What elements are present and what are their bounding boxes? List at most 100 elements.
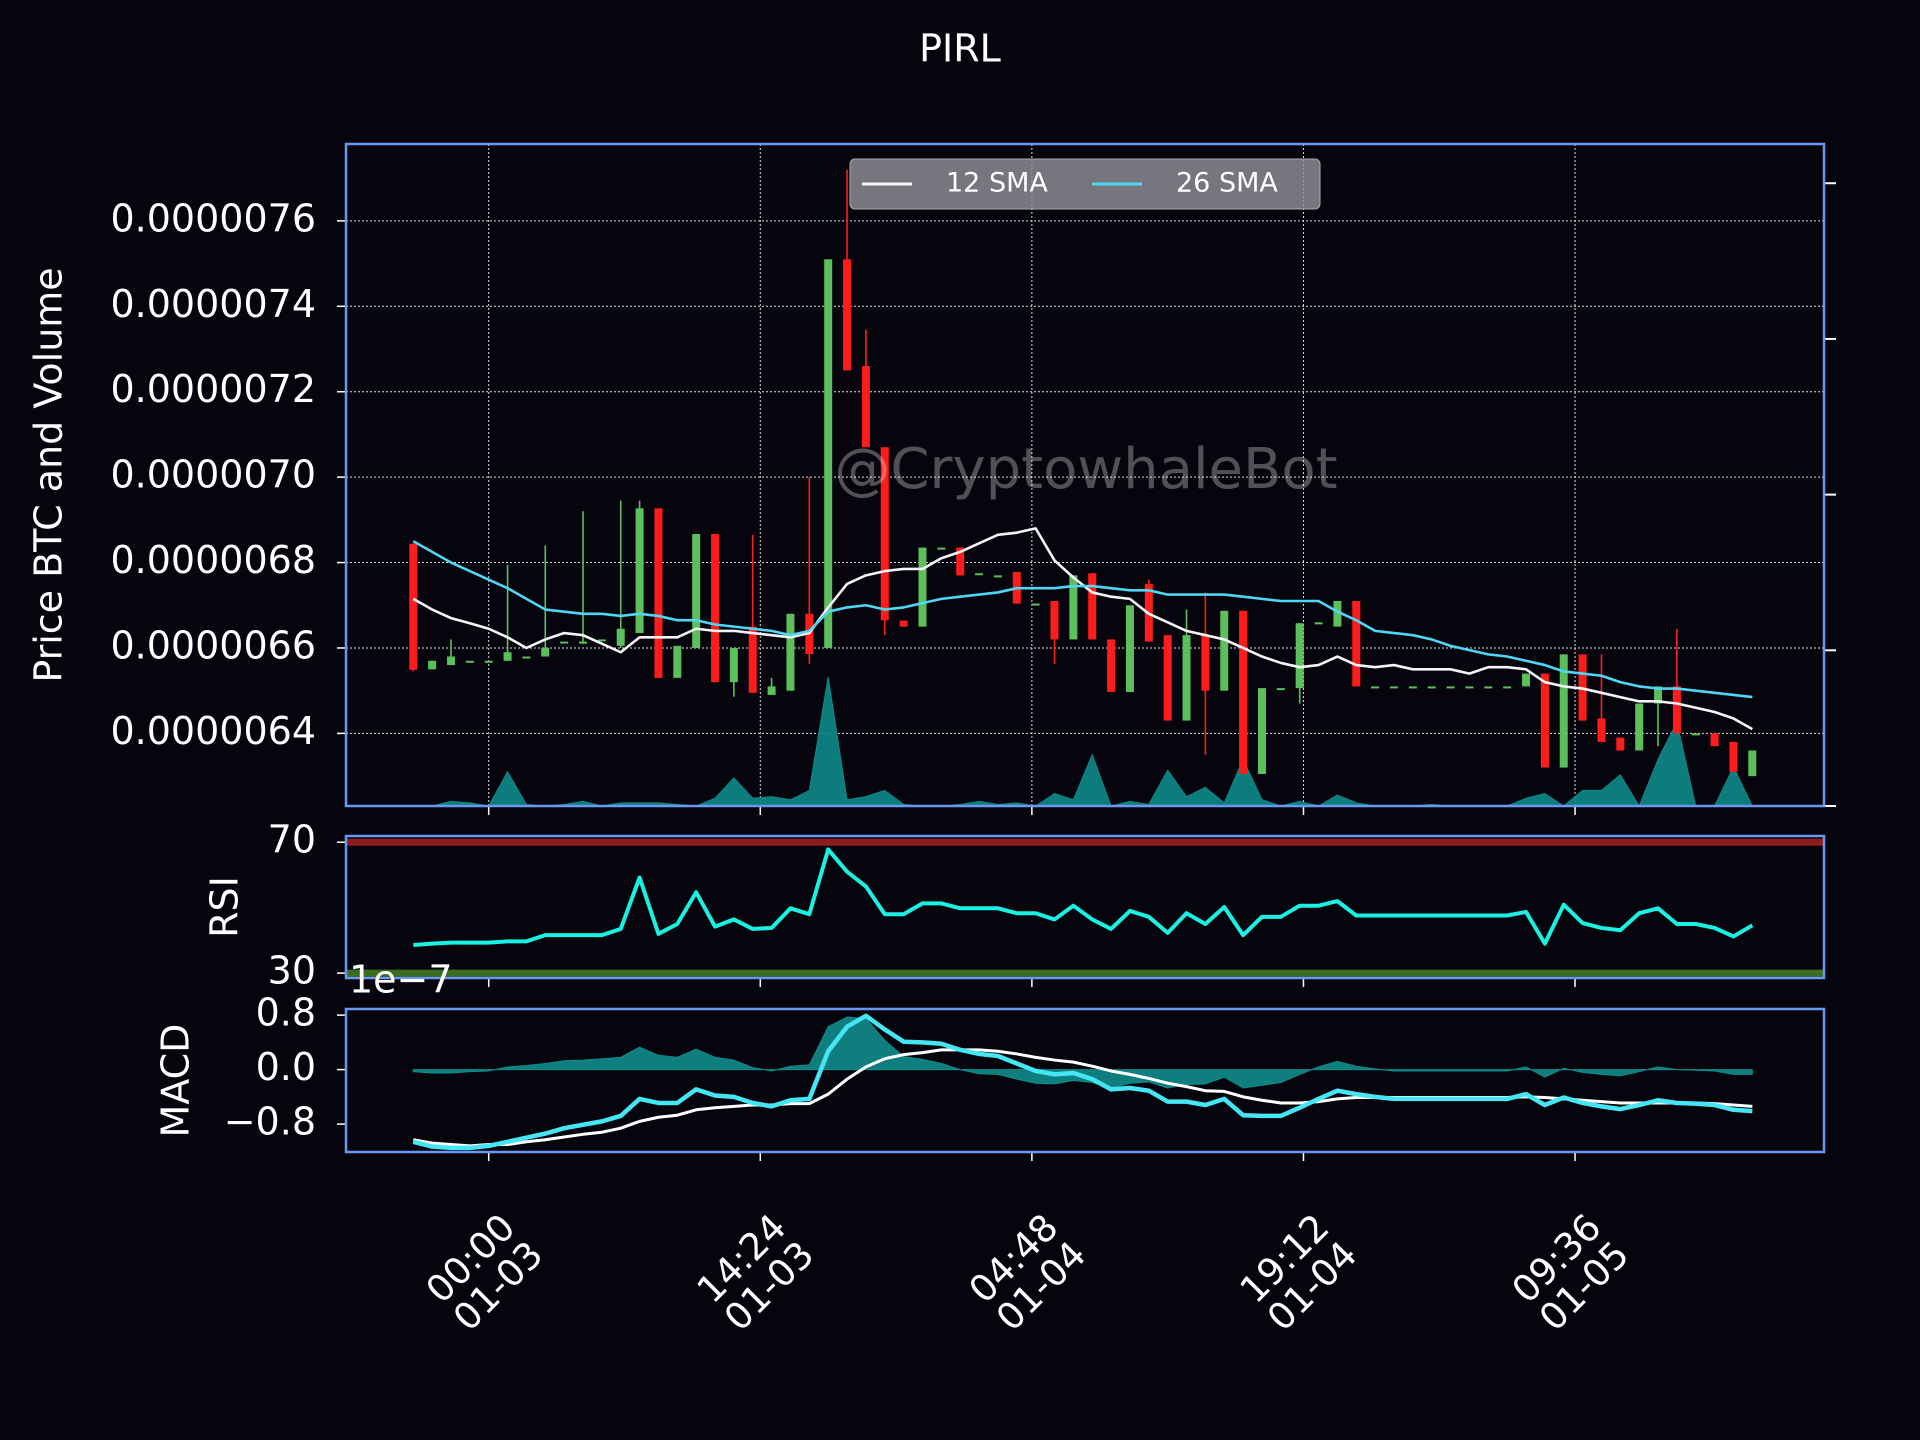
candle-body xyxy=(1503,686,1512,689)
offset-label: 1e−7 xyxy=(349,958,453,1002)
line xyxy=(413,847,1754,947)
candle-body xyxy=(1069,575,1078,640)
candle-body xyxy=(428,660,437,670)
candle-body xyxy=(1314,622,1323,625)
candle-body xyxy=(786,613,795,691)
y-tick-label: −0.8 xyxy=(224,1100,316,1144)
y-axis-label: Price BTC and Volume xyxy=(27,267,71,682)
candle-body xyxy=(1654,686,1663,704)
candle-body xyxy=(503,652,512,661)
candle-body xyxy=(1559,654,1568,768)
candle-body xyxy=(522,656,531,659)
y-tick-label: 0.0000076 xyxy=(111,196,317,240)
candle-body xyxy=(692,533,701,648)
watermark: @CryptowhaleBot xyxy=(834,437,1337,502)
candle-body xyxy=(654,508,663,678)
candle-body xyxy=(975,573,984,576)
candle-body xyxy=(1371,686,1380,689)
candle-body xyxy=(635,508,644,634)
candle-body xyxy=(579,641,588,644)
candle-body xyxy=(1163,635,1172,721)
y-tick-label: 0.0000068 xyxy=(111,538,317,582)
candle-body xyxy=(1257,688,1266,774)
candle-body xyxy=(1408,686,1417,689)
candle-body xyxy=(1748,750,1757,777)
y-tick-label: 0.0000066 xyxy=(111,623,317,667)
candle-body xyxy=(1220,610,1229,691)
panel-border xyxy=(344,834,1826,980)
y-tick-label: 0.0000074 xyxy=(111,282,317,326)
candle-body xyxy=(1729,741,1738,772)
candle-body xyxy=(446,656,455,666)
candle-body xyxy=(1710,733,1719,747)
y-tick-label: 0.8 xyxy=(256,991,316,1035)
candle-body xyxy=(560,641,569,644)
candle-body xyxy=(1182,635,1191,721)
candle-body xyxy=(1088,573,1097,640)
candle-body xyxy=(1522,673,1531,687)
y-axis-label: RSI xyxy=(203,876,247,938)
candle-body xyxy=(1125,605,1134,692)
candle-body xyxy=(1031,603,1040,606)
candle-body xyxy=(1201,635,1210,691)
y-tick-label: 0.0000064 xyxy=(111,709,317,753)
candle-body xyxy=(1484,686,1493,689)
candle-body xyxy=(993,575,1002,578)
candle-body xyxy=(1295,623,1304,689)
candle-body xyxy=(1333,600,1342,627)
candle-body xyxy=(711,533,720,683)
candle-body xyxy=(1276,688,1285,691)
candle-body xyxy=(1446,686,1455,689)
chart-title: PIRL xyxy=(919,27,1001,71)
legend-label: 26 SMA xyxy=(1176,168,1278,199)
candle-body xyxy=(880,447,889,621)
candle-body xyxy=(918,547,927,627)
candle-body xyxy=(1691,733,1700,736)
line xyxy=(412,1013,1753,1151)
candle-body xyxy=(1352,600,1361,687)
candle-body xyxy=(1427,686,1436,689)
candle-body xyxy=(1597,718,1606,742)
candle-body xyxy=(409,543,418,670)
candle-body xyxy=(748,626,757,693)
y-axis-label: MACD xyxy=(154,1024,198,1138)
candle-body xyxy=(767,686,776,695)
candle-body xyxy=(899,620,908,627)
y-tick-label: 70 xyxy=(268,818,316,862)
candle-body xyxy=(956,547,965,576)
candle-body xyxy=(597,639,606,642)
y-tick-label: 30 xyxy=(268,949,316,993)
candle-body xyxy=(1239,610,1248,774)
candle-body xyxy=(1107,639,1116,692)
panel-border xyxy=(344,142,1826,808)
candle-body xyxy=(861,366,870,448)
candle-body xyxy=(1389,686,1398,689)
candle-body xyxy=(937,547,946,550)
legend-label: 12 SMA xyxy=(946,168,1048,199)
y-tick-label: 0.0000070 xyxy=(111,453,317,497)
candle-body xyxy=(484,660,493,663)
candle-body xyxy=(1465,686,1474,689)
y-tick-label: 0.0000072 xyxy=(111,367,317,411)
panel-border xyxy=(344,1007,1826,1154)
legend-box xyxy=(849,158,1321,210)
candle-body xyxy=(673,645,682,678)
line xyxy=(412,540,1753,699)
histogram-area xyxy=(412,1016,1753,1089)
candle-body xyxy=(1050,600,1059,640)
candle-body xyxy=(1540,673,1549,768)
candle-body xyxy=(465,660,474,663)
candle-body xyxy=(616,628,625,646)
volume-area xyxy=(413,676,1754,808)
candle-body xyxy=(541,647,550,657)
candle-body xyxy=(729,647,738,683)
line xyxy=(412,527,1753,731)
candle-body xyxy=(1672,686,1681,734)
candle-body xyxy=(1616,737,1625,751)
candle-body xyxy=(1635,703,1644,751)
candle-body xyxy=(824,259,833,648)
candle-body xyxy=(843,259,852,371)
y-tick-label: 0.0 xyxy=(256,1045,316,1089)
